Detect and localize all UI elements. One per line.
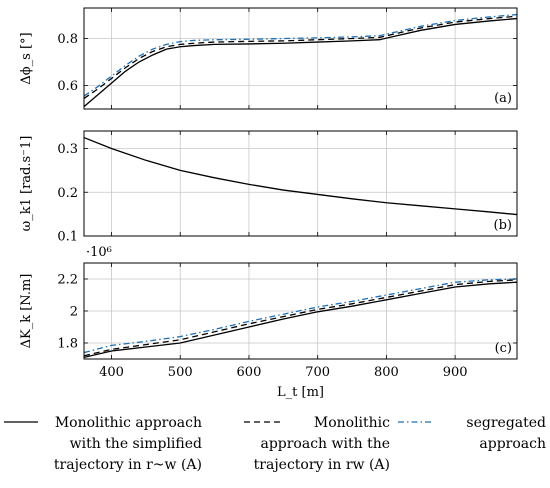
y-axis-multiplier: ·10⁶ <box>86 245 112 260</box>
y-tick-label: 1.8 <box>57 337 78 352</box>
y-axis-label: ω_k1 [rad.s⁻1] <box>19 136 34 232</box>
legend-text-line: approach <box>479 436 546 452</box>
x-tick-label: 400 <box>99 365 124 380</box>
series-line-dashed <box>84 279 517 357</box>
legend-text-line: Monolithic <box>314 415 390 431</box>
chart-panel-2: 0.1 0.2 0.3 (b) ω_k1 [rad.s⁻1] <box>19 130 518 245</box>
legend-text-line: segregated <box>466 415 546 431</box>
y-tick-label: 0.3 <box>57 142 78 157</box>
axis-frame <box>83 7 518 110</box>
panel-label: (b) <box>494 218 512 233</box>
legend-entry-1: Monolithic approach with the simplified tr… <box>4 415 202 473</box>
legend-text-line: trajectory in rw (A) <box>254 457 390 473</box>
series-line-solid <box>84 17 517 108</box>
panel-label: (a) <box>494 91 512 106</box>
x-tick-label: 500 <box>168 365 193 380</box>
y-axis-label: ΔK_k [N.m] <box>19 274 34 349</box>
legend: Monolithic approach with the simplified tr… <box>4 415 546 473</box>
legend-text-line: approach with the <box>260 436 390 452</box>
x-tick-label: 600 <box>237 365 262 380</box>
x-tick-label: 800 <box>374 365 399 380</box>
series-line-dashdot <box>84 278 517 354</box>
x-tick-label: 700 <box>305 365 330 380</box>
y-tick-label: 2.2 <box>57 273 78 288</box>
chart-panel-3: 1.8 2 2.2 400 500 600 700 800 900 (c) ΔK_k [N.m] ·1… <box>19 245 518 400</box>
legend-entry-3: segregated approach <box>398 415 546 452</box>
y-tick-label: 2 <box>70 305 78 320</box>
series-line-solid <box>84 136 517 216</box>
legend-text-line: trajectory in r~w (A) <box>54 457 202 473</box>
legend-text-line: with the simplified <box>70 436 202 452</box>
y-tick-label: 0.6 <box>57 79 78 94</box>
y-axis-label: Δϕ_s [°] <box>19 32 34 84</box>
series-line-dashed <box>84 15 517 99</box>
legend-text-line: Monolithic approach <box>55 415 202 431</box>
axis-frame <box>83 130 518 237</box>
x-axis-label: L_t [m] <box>277 385 324 400</box>
y-tick-label: 0.8 <box>57 32 78 47</box>
chart-panel-1: 0.6 0.8 (a) Δϕ_s [°] <box>19 7 518 110</box>
y-tick-label: 0.2 <box>57 186 78 201</box>
legend-entry-2: Monolithic approach with the trajectory in… <box>244 415 390 473</box>
x-tick-label: 900 <box>443 365 468 380</box>
series-line-dashdot <box>84 13 517 97</box>
panels: 0.6 0.8 (a) Δϕ_s [°] 0.1 0.2 0.3 (b) ω_k1 [rad.s… <box>19 7 518 400</box>
panel-label: (c) <box>495 341 512 356</box>
y-tick-label: 0.1 <box>57 230 78 245</box>
series-line-solid <box>84 281 517 359</box>
